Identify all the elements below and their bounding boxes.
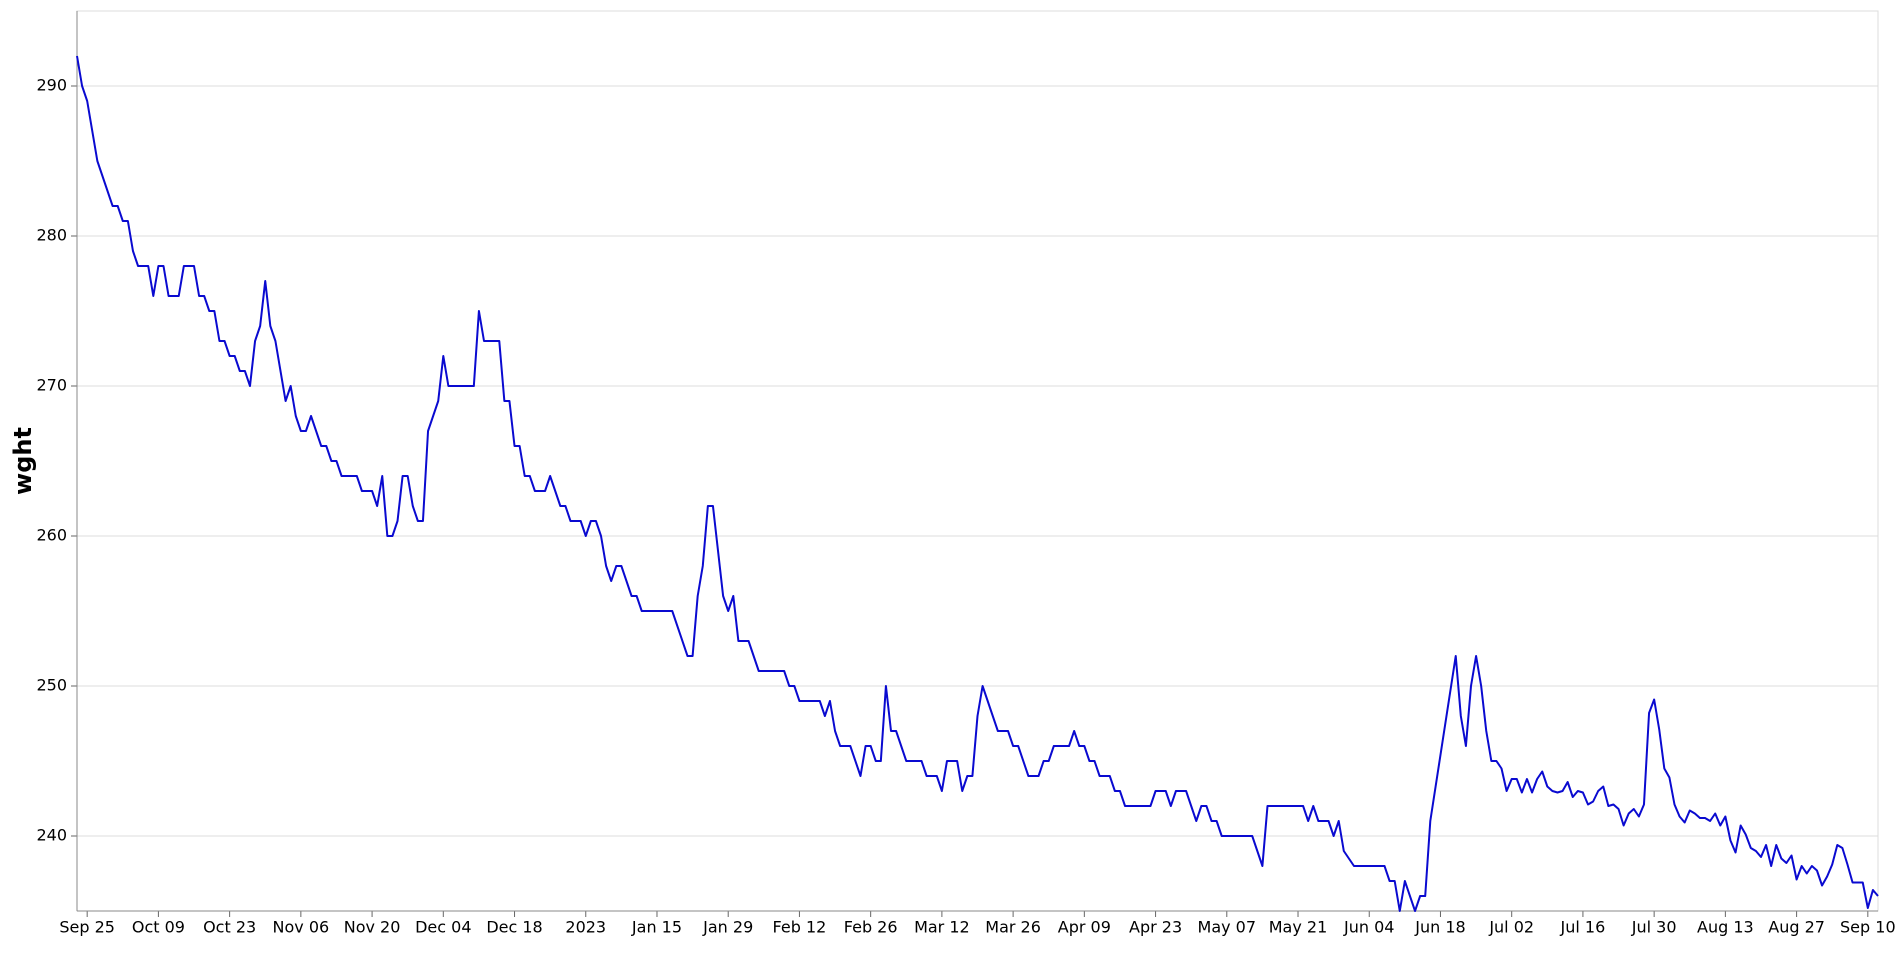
x-tick-label: Apr 09: [1058, 918, 1111, 937]
x-tick-label: 2023: [565, 918, 606, 937]
x-tick-label: May 21: [1269, 918, 1328, 937]
x-tick-label: Jan 15: [631, 918, 682, 937]
y-tick-label: 240: [36, 826, 67, 845]
y-tick-label: 270: [36, 376, 67, 395]
x-tick-label: Jul 16: [1560, 918, 1606, 937]
x-tick-label: Aug 13: [1697, 918, 1754, 937]
x-tick-label: Nov 06: [273, 918, 330, 937]
y-tick-label: 250: [36, 676, 67, 695]
x-tick-label: Jul 30: [1631, 918, 1677, 937]
x-tick-label: Sep 25: [59, 918, 115, 937]
x-tick-label: Apr 23: [1129, 918, 1182, 937]
y-tick-label: 280: [36, 226, 67, 245]
x-tick-label: Jun 18: [1414, 918, 1465, 937]
plot-frame: [76, 10, 1879, 912]
x-tick-label: May 07: [1198, 918, 1257, 937]
x-tick-label: Jun 04: [1343, 918, 1394, 937]
x-tick-label: Oct 23: [203, 918, 256, 937]
x-tick-label: Feb 12: [773, 918, 827, 937]
data-line: [76, 55, 1879, 912]
x-tick-label: Jan 29: [702, 918, 753, 937]
x-tick-label: Dec 18: [486, 918, 542, 937]
x-tick-label: Dec 04: [415, 918, 471, 937]
x-tick-label: Sep 10: [1840, 918, 1896, 937]
x-tick-label: Oct 09: [132, 918, 185, 937]
y-tick-label: 260: [36, 526, 67, 545]
x-tick-label: Feb 26: [844, 918, 898, 937]
x-tick-label: Jul 02: [1488, 918, 1534, 937]
y-tick-label: 290: [36, 76, 67, 95]
x-tick-label: Mar 12: [914, 918, 970, 937]
x-tick-label: Mar 26: [985, 918, 1041, 937]
y-axis-label: wght: [9, 427, 37, 495]
x-tick-label: Nov 20: [344, 918, 401, 937]
x-tick-label: Aug 27: [1768, 918, 1825, 937]
